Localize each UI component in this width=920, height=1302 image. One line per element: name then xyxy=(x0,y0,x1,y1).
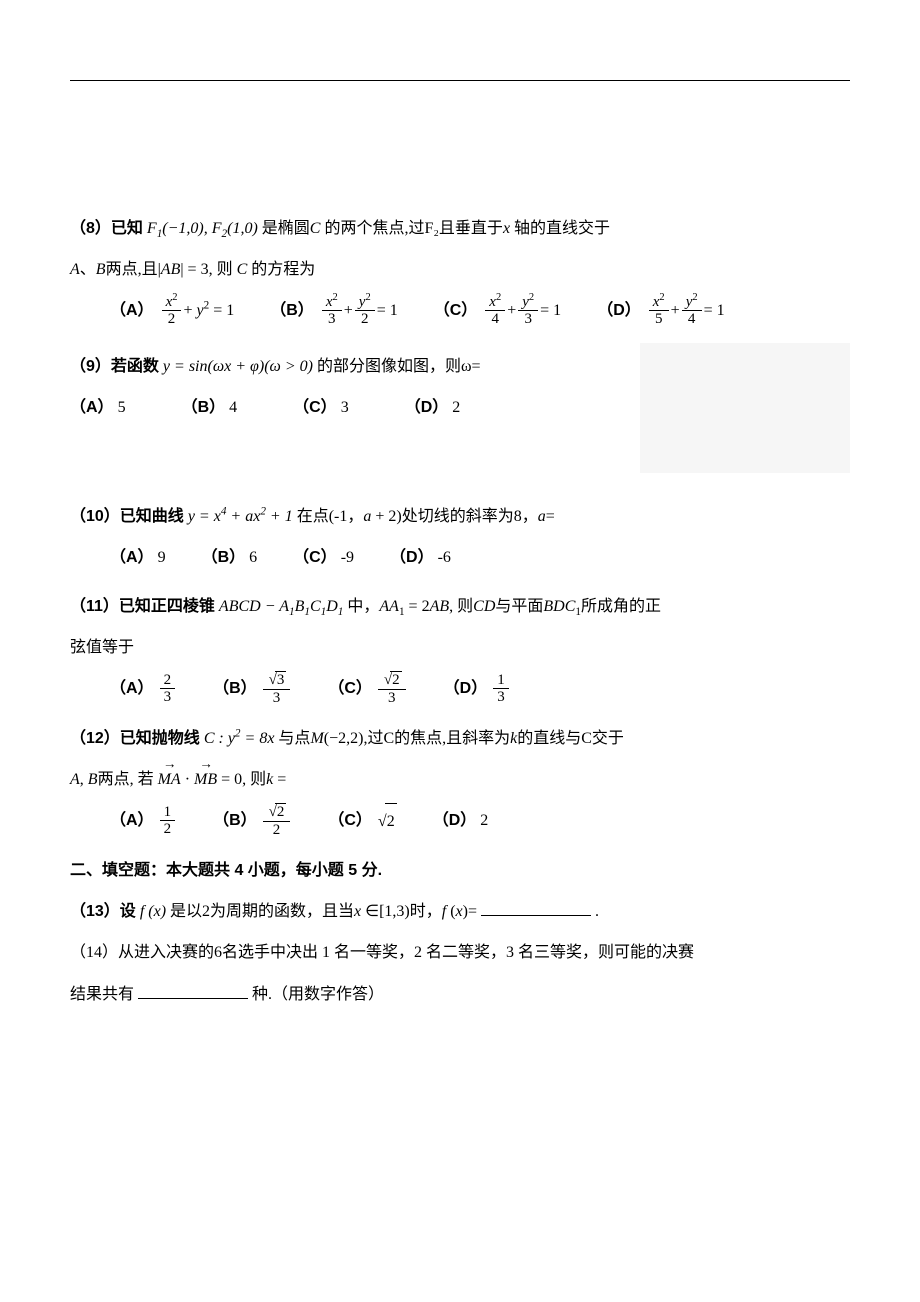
q9-opt-a: （A） 5 xyxy=(70,390,126,425)
q13-stem-a: （13）设 xyxy=(70,903,136,920)
top-rule xyxy=(70,80,850,81)
q12-stem-a: （12）已知抛物线 xyxy=(70,730,200,747)
q11-opt-a: （A） 23 xyxy=(110,671,177,706)
q13-line: （13）设 f (x) 是以2为周期的函数，且当x ∈[1,3)时，f (x)=… xyxy=(70,894,850,929)
q8-options: （A） x22 + y2 = 1 （B） x23 + y22 = 1 （C） x… xyxy=(110,293,850,328)
q12-line2: A, B两点, 若 →MA · →MB = 0, 则k = xyxy=(70,762,850,797)
q8-stem-a: （8）已知 xyxy=(70,220,143,237)
q11-line2: 弦值等于 xyxy=(70,630,850,665)
q14-stem-c: 种.（用数字作答） xyxy=(252,986,384,1003)
q10-opt-b: （B） 6 xyxy=(202,540,258,575)
section2-title: 二、填空题：本大题共 4 小题，每小题 5 分. xyxy=(70,853,850,888)
q10-opt-c: （C） -9 xyxy=(293,540,354,575)
q8-stem-d: 轴的直线交于 xyxy=(514,220,610,237)
q8-stem-c: 的两个焦点,过F₂且垂直于 xyxy=(324,220,502,237)
q10-stem-a: （10）已知曲线 xyxy=(70,508,184,525)
q11-opt-b: （B） 33 xyxy=(213,671,292,706)
exam-page: （8）已知 F1(−1,0), F2(1,0) 是椭圆C 的两个焦点,过F₂且垂… xyxy=(0,0,920,1078)
q10-opt-d: （D） -6 xyxy=(390,540,451,575)
q8-opt-d: （D） x25 + y24 = 1 xyxy=(597,293,724,328)
q10-options: （A） 9 （B） 6 （C） -9 （D） -6 xyxy=(110,540,850,575)
q11-line1: （11）已知正四棱锥 ABCD − A1B1C1D1 中，AA1 = 2AB, … xyxy=(70,589,850,624)
q11-stem-b: 中，AA1 = 2AB, 则CD与平面BDC1所成角的正 xyxy=(347,598,661,615)
q8-opt-c: （C） x24 + y23 = 1 xyxy=(434,293,561,328)
q14-blank[interactable] xyxy=(138,982,248,999)
q13-blank[interactable] xyxy=(481,899,591,916)
q9-options: （A） 5 （B） 4 （C） 3 （D） 2 xyxy=(70,390,630,425)
vec-ma: →MA xyxy=(158,762,181,797)
q10-opt-a: （A） 9 xyxy=(110,540,166,575)
q9-figure: y x y₀ -y₀ O x₀ x₀ + π 4 xyxy=(640,343,850,473)
q10-stem-b: 在点(-1，a + 2)处切线的斜率为8，a= xyxy=(297,508,555,525)
q9-opt-d: （D） 2 xyxy=(405,390,461,425)
q12-line1: （12）已知抛物线 C : y2 = 8x 与点M(−2,2),过C的焦点,且斜… xyxy=(70,721,850,756)
q12-stem-b: 与点M(−2,2),过C的焦点,且斜率为k的直线与C交于 xyxy=(278,730,624,747)
q10-line1: （10）已知曲线 y = x4 + ax2 + 1 在点(-1，a + 2)处切… xyxy=(70,499,850,534)
q11-opt-d: （D） 13 xyxy=(444,671,511,706)
q14-stem-b: 结果共有 xyxy=(70,986,134,1003)
q8-opt-b: （B） x23 + y22 = 1 xyxy=(270,293,397,328)
q13-period: . xyxy=(595,903,599,920)
q13-stem-b: 是以2为周期的函数，且当x ∈[1,3)时，f (x)= xyxy=(170,903,477,920)
q9-func: y = sin(ωx + φ)(ω > 0) xyxy=(163,358,313,375)
q8-stem-b: 是椭圆 xyxy=(262,220,310,237)
q9-text: （9）若函数 y = sin(ωx + φ)(ω > 0) 的部分图像如图，则ω… xyxy=(70,343,630,431)
q9-opt-b: （B） 4 xyxy=(182,390,238,425)
q11-body: ABCD − A1B1C1D1 xyxy=(219,598,343,615)
q8-line1: （8）已知 F1(−1,0), F2(1,0) 是椭圆C 的两个焦点,过F₂且垂… xyxy=(70,211,850,246)
q11-opt-c: （C） 23 xyxy=(328,671,407,706)
q11-stem-a: （11）已知正四棱锥 xyxy=(70,598,215,615)
q8-opt-a: （A） x22 + y2 = 1 xyxy=(110,293,234,328)
q12-opt-c: （C） 2 xyxy=(328,803,396,839)
q14-line1: （14）从进入决赛的6名选手中决出 1 名一等奖，2 名二等奖，3 名三等奖，则… xyxy=(70,935,850,970)
q12-opt-a: （A） 12 xyxy=(110,803,177,839)
q9-stem-a: （9）若函数 xyxy=(70,358,159,375)
q9-line1: （9）若函数 y = sin(ωx + φ)(ω > 0) 的部分图像如图，则ω… xyxy=(70,349,630,384)
q12-opt-d: （D） 2 xyxy=(433,803,489,839)
q8-foci: F1(−1,0), F2(1,0) xyxy=(147,220,258,237)
q10-func: y = x4 + ax2 + 1 xyxy=(188,508,293,525)
q9-stem-b: 的部分图像如图，则ω= xyxy=(317,358,481,375)
q12-options: （A） 12 （B） 22 （C） 2 （D） 2 xyxy=(110,803,850,839)
q13-fx: f (x) xyxy=(140,903,166,920)
q9-row: （9）若函数 y = sin(ωx + φ)(ω > 0) 的部分图像如图，则ω… xyxy=(70,343,850,473)
q9-opt-c: （C） 3 xyxy=(293,390,349,425)
vec-mb: →MB xyxy=(194,762,217,797)
q8-line2: A、B两点,且|AB| = 3, 则 C 的方程为 xyxy=(70,252,850,287)
q11-options: （A） 23 （B） 33 （C） 23 （D） 13 xyxy=(110,671,850,706)
q12-curve: C : y2 = 8x xyxy=(204,730,275,747)
q14-line2: 结果共有 种.（用数字作答） xyxy=(70,977,850,1012)
q12-opt-b: （B） 22 xyxy=(213,803,292,839)
